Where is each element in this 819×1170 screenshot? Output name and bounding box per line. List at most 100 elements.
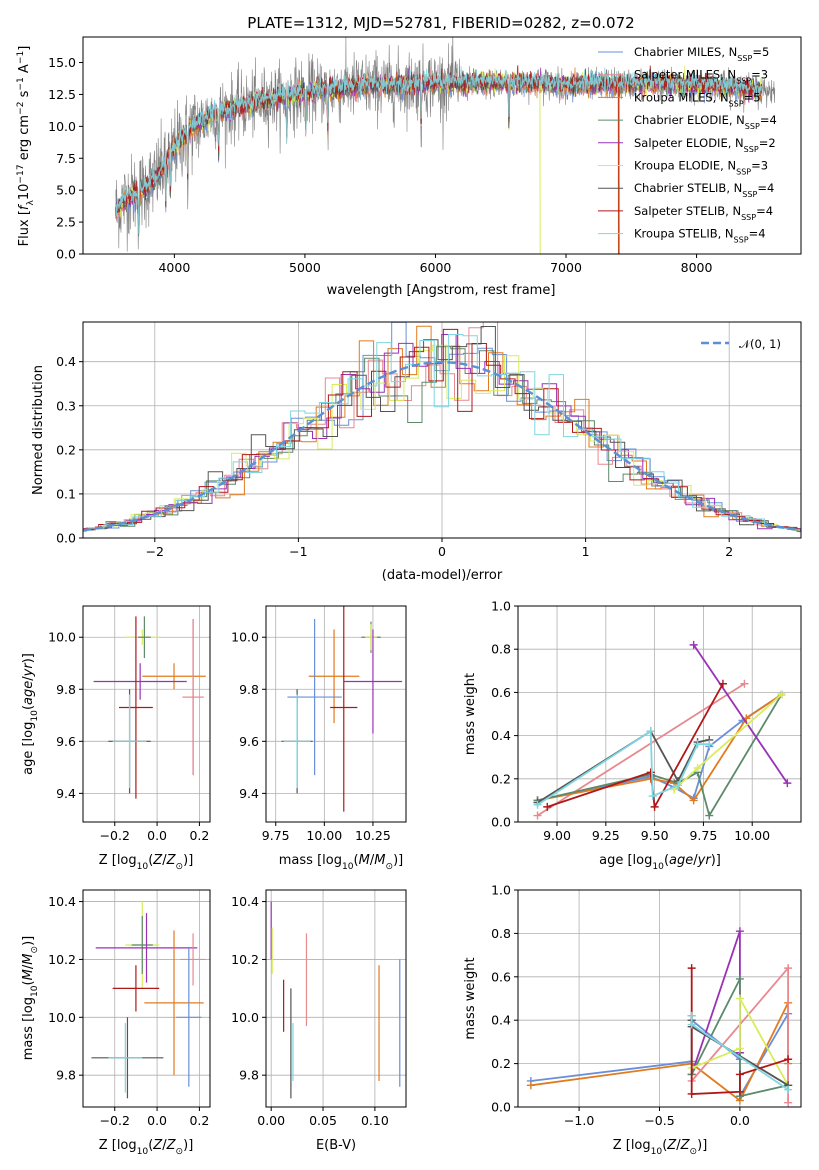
massweight-point: [783, 779, 792, 788]
massweight-point: [784, 1098, 793, 1107]
x-axis-label: Z [log10(Z/Z⊙)]: [99, 1138, 194, 1157]
x-tick-label: 8000: [681, 260, 713, 275]
y-tick-label: 0.3: [56, 398, 76, 413]
x-tick-label: 0.05: [309, 1113, 337, 1128]
x-axis-label: wavelength [Angstrom, rest frame]: [327, 283, 556, 298]
y-tick-label: 10.4: [231, 894, 259, 909]
y-tick-label: 12.5: [48, 87, 76, 102]
massweight-point: [526, 1081, 535, 1090]
y-axis-label: mass [log10(M/M⊙)]: [21, 936, 40, 1060]
y-tick-label: 9.4: [239, 786, 259, 801]
x-tick-label: 9.50: [641, 828, 669, 843]
x-axis-label: E(B-V): [316, 1138, 356, 1153]
y-tick-label: 10.0: [48, 1010, 76, 1025]
y-tick-label: 10.0: [48, 630, 76, 645]
histogram-series: [83, 334, 801, 531]
y-tick-label: 1.0: [491, 599, 511, 614]
x-tick-label: 10.00: [734, 828, 770, 843]
y-tick-label: 0.8: [491, 642, 511, 657]
gaussian-curve: [83, 360, 801, 532]
y-tick-label: 9.4: [56, 786, 76, 801]
y-tick-label: 0.0: [491, 815, 511, 830]
legend-label: Kroupa STELIB, NSSP=4: [634, 227, 766, 245]
massweight-point: [646, 768, 655, 777]
massweight-point: [650, 802, 659, 811]
y-tick-label: 0.2: [491, 771, 511, 786]
x-tick-label: 10.00: [306, 828, 342, 843]
y-tick-label: 10.0: [231, 1010, 259, 1025]
histogram-group: [83, 322, 801, 533]
legend-label: Chabrier ELODIE, NSSP=4: [634, 113, 777, 131]
errorbar-group: [281, 606, 403, 812]
y-tick-label: 10.4: [48, 894, 76, 909]
x-axis-label: age [log10(age/yr)]: [599, 853, 721, 872]
y-tick-label: 0.2: [491, 1056, 511, 1071]
y-tick-label: 0.4: [491, 1013, 511, 1028]
x-tick-label: 6000: [420, 260, 452, 275]
y-tick-label: 0.0: [56, 247, 76, 262]
y-tick-label: 10.0: [48, 119, 76, 134]
massweight-point: [735, 1070, 744, 1079]
massweight-group: [533, 640, 792, 820]
x-tick-label: 0: [438, 544, 446, 559]
massweight-point: [784, 1085, 793, 1094]
y-tick-label: 5.0: [56, 183, 76, 198]
axes-frame: [265, 605, 407, 823]
x-tick-label: 9.75: [689, 828, 717, 843]
x-tick-label: 4000: [158, 260, 190, 275]
spectrum-group: [115, 37, 776, 254]
legend-label: Chabrier STELIB, NSSP=4: [634, 181, 774, 199]
x-tick-label: 9.00: [543, 828, 571, 843]
axes-frame: [82, 605, 211, 823]
massweight-point: [735, 1044, 744, 1053]
histogram-series: [83, 326, 801, 532]
y-tick-label: 10.2: [48, 952, 76, 967]
legend-label: Salpeter MILES, NSSP=3: [634, 68, 768, 86]
y-tick-label: 9.8: [56, 1068, 76, 1083]
massweight-point: [687, 964, 696, 973]
legend-label: Kroupa MILES, NSSP=5: [634, 90, 761, 108]
y-axis-label: mass weight: [463, 673, 478, 755]
massweight-point: [735, 927, 744, 936]
massweight-point: [689, 640, 698, 649]
legend-label: 𝒩(0, 1): [739, 337, 781, 351]
y-tick-label: 7.5: [56, 151, 76, 166]
x-tick-label: 7000: [550, 260, 582, 275]
x-axis-label: Z [log10(Z/Z⊙)]: [99, 853, 194, 872]
massweight-point: [705, 811, 714, 820]
y-tick-label: 9.6: [56, 734, 76, 749]
x-tick-label: −0.2: [100, 828, 130, 843]
massweight-point: [533, 800, 542, 809]
y-tick-label: 15.0: [48, 55, 76, 70]
axes-frame: [82, 889, 211, 1108]
massweight-point: [648, 792, 657, 801]
massweight-point: [718, 679, 727, 688]
model-spectrum-line: [115, 66, 763, 233]
x-tick-label: 0.10: [361, 1113, 389, 1128]
massweight-line: [537, 683, 745, 817]
y-tick-label: 0.4: [56, 354, 76, 369]
massweight-point: [687, 1011, 696, 1020]
massweight-point: [705, 740, 714, 749]
chart-title: PLATE=1312, MJD=52781, FIBERID=0282, z=0…: [247, 14, 634, 32]
histogram-series: [83, 328, 801, 532]
y-tick-label: 0.6: [491, 685, 511, 700]
y-tick-label: 0.6: [491, 969, 511, 984]
x-axis-label: (data-model)/error: [382, 568, 503, 583]
y-axis-label: age [log10(age/yr)]: [21, 653, 40, 775]
x-tick-label: 1: [582, 544, 590, 559]
x-tick-label: 9.25: [592, 828, 620, 843]
y-tick-label: 9.8: [56, 682, 76, 697]
massweight-point: [735, 994, 744, 1003]
axes-frame: [517, 889, 802, 1108]
errorbar-group: [270, 901, 401, 1099]
x-tick-label: −2: [146, 544, 164, 559]
massweight-point: [735, 1087, 744, 1096]
y-tick-label: 10.2: [231, 952, 259, 967]
x-tick-label: 9.75: [262, 828, 290, 843]
x-tick-label: 10.25: [355, 828, 391, 843]
massweight-point: [740, 679, 749, 688]
y-tick-label: 1.0: [491, 883, 511, 898]
y-tick-label: 0.0: [56, 531, 76, 546]
